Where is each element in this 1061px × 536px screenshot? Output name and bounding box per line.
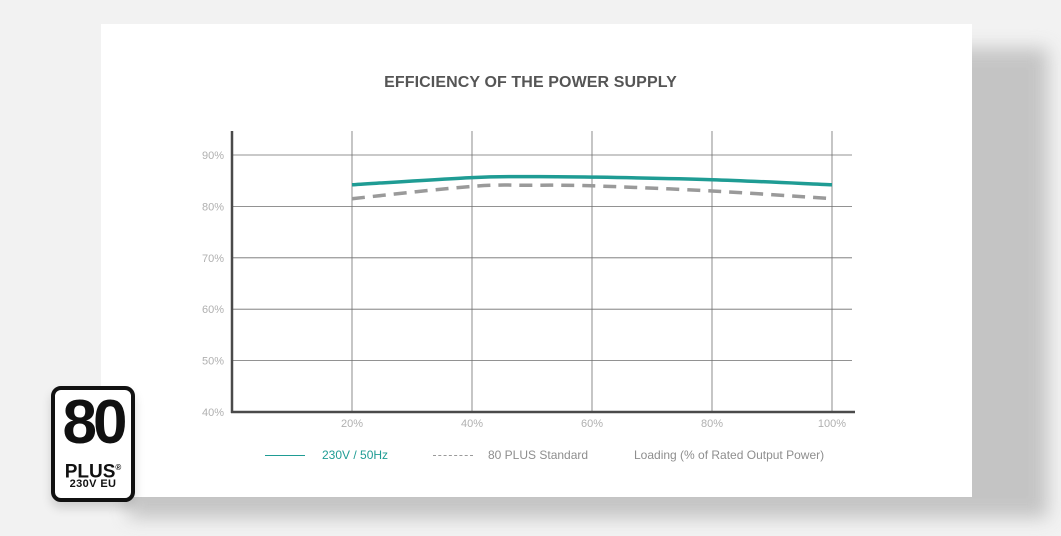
grid-layer [232, 131, 852, 412]
legend: 230V / 50Hz 80 PLUS Standard Loading (% … [0, 446, 1061, 466]
y-tick-label-60: 60% [202, 304, 224, 316]
tick-layer: 40% 50% 60% 70% 80% 90% 20% 40% 60% 80% 100% [202, 150, 846, 430]
x-tick-label-80: 80% [701, 418, 723, 430]
legend-swatch-80plus-standard [433, 455, 473, 456]
y-tick-label-70: 70% [202, 253, 224, 265]
series-line-80plus-standard [351, 183, 833, 201]
y-tick-label-90: 90% [202, 150, 224, 162]
legend-label-80plus-standard: 80 PLUS Standard [488, 448, 589, 462]
chart-card [101, 24, 972, 497]
legend-swatch-230v [265, 455, 305, 456]
badge-plus-word: PLUS [64, 461, 116, 483]
x-tick-label-100: 100% [818, 418, 846, 430]
legend-label-230v: 230V / 50Hz [322, 448, 389, 462]
chart-title: EFFICIENCY OF THE POWER SUPPLY [384, 74, 677, 91]
y-tick-label-50: 50% [202, 356, 224, 368]
badge-number: 80 [62, 388, 128, 457]
registered-mark: ® [115, 463, 122, 472]
series-layer [351, 174, 833, 201]
axis-layer [230, 131, 855, 414]
x-tick-label-20: 20% [341, 418, 363, 430]
y-tick-label-40: 40% [202, 407, 224, 419]
80-plus-badge-logo: 80 PLUS® 230V EU [51, 386, 135, 502]
badge-subtitle: 230V EU [69, 478, 117, 490]
series-line-230v-50hz [351, 174, 833, 187]
badge-plus-text: PLUS® [55, 458, 131, 482]
y-tick-label-80: 80% [202, 201, 224, 213]
x-axis-title: Loading (% of Rated Output Power) [634, 448, 825, 462]
x-tick-label-40: 40% [461, 418, 483, 430]
x-tick-label-60: 60% [581, 418, 603, 430]
